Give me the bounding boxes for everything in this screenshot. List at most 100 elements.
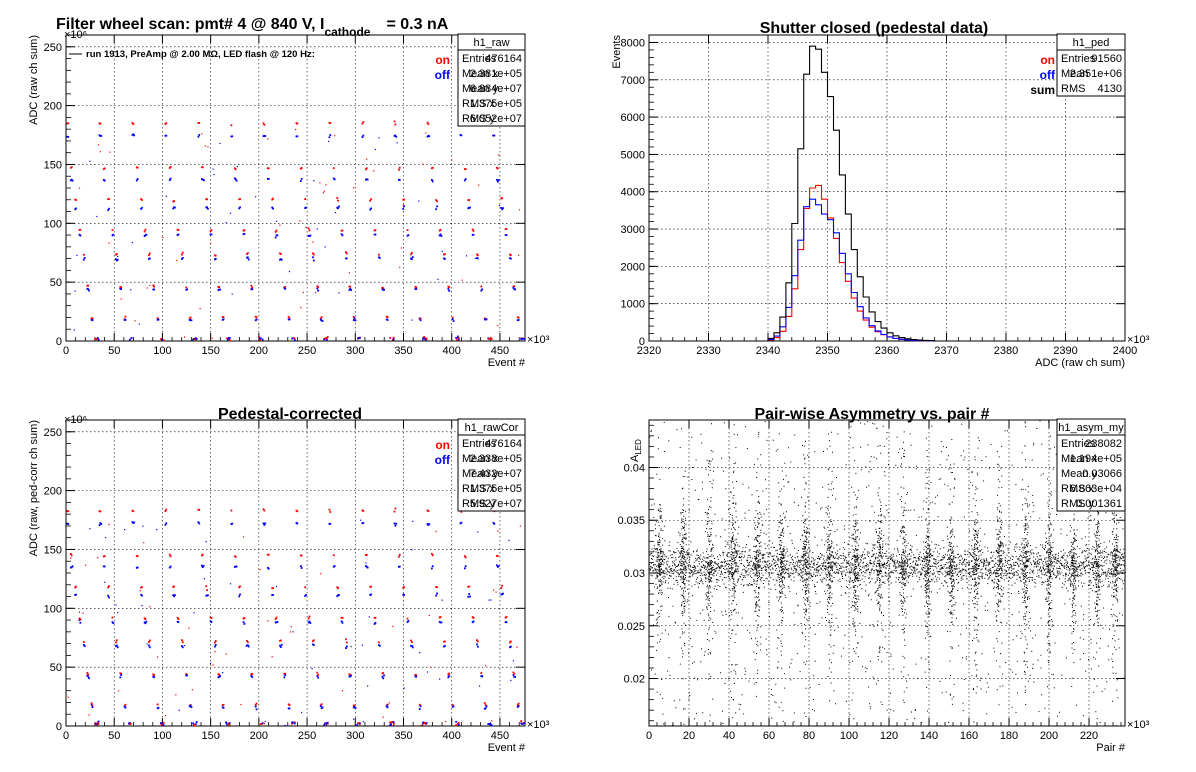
x-tick-label: 350 [394,730,412,742]
stray-point-on [430,666,432,668]
data-point-off [87,675,90,678]
data-point-on [418,703,421,706]
y-tick-label: 200 [44,486,62,498]
x-tick-label: 2330 [696,345,720,357]
data-point-on [263,509,266,512]
data-point-on [345,252,348,255]
stray-point-off [156,528,158,531]
y-tick-label: 3000 [621,224,645,236]
data-point-off [509,257,512,260]
data-point-off [436,592,438,595]
data-point-off [305,206,307,209]
stray-point-off [411,319,413,321]
data-point-off [165,134,168,137]
stats-box-frame [457,33,526,127]
data-point-off [177,233,180,236]
y-tick-label: 50 [50,277,62,289]
stray-point-off [510,679,512,681]
stats-row-value: 2.351e+06 [1070,68,1122,80]
data-point-off [480,289,483,292]
stray-point-off [437,278,439,280]
data-point-on [423,336,425,338]
stray-point-off [508,539,510,541]
data-point-off [112,233,115,236]
data-point-off [116,258,119,261]
data-point-on [468,585,471,588]
data-point-off [305,594,307,596]
data-point-off [207,207,209,210]
stats-row-label: RMS x [1061,483,1095,495]
stray-point-on [175,694,177,696]
data-point-on [464,556,467,559]
data-point-off [250,674,253,677]
data-point-on [168,167,171,169]
x-tick-label: 2360 [875,345,899,357]
data-point-off [438,234,441,237]
stray-point-on [157,656,159,658]
data-point-off [115,644,118,647]
y-tick-label: 100 [44,218,62,230]
data-point-off [107,594,110,597]
data-point-off [309,234,312,237]
data-point-on [168,553,171,556]
data-point-on [296,122,299,125]
data-point-off [394,134,397,137]
stray-point-on [108,523,110,526]
y-tick-label: 0 [56,721,62,733]
stray-point-on [84,564,87,566]
data-point-off [88,289,90,292]
data-point-off [415,288,418,290]
x-tick-label: 2350 [815,345,839,357]
data-point-off [264,135,267,137]
data-point-on [181,251,184,254]
data-point-off [489,723,492,726]
run-annotation: run 1913, PreAmp @ 2.00 MΩ, LED flash @ … [86,49,315,60]
data-point-off [407,234,410,237]
legend-entry-on: on [1040,53,1055,67]
x-tick-label: 250 [298,730,316,742]
stray-point-off [219,142,221,145]
data-point-on [181,639,183,642]
stray-point-on [305,226,307,228]
data-point-off [239,593,241,596]
data-point-on [457,337,460,340]
data-point-on [496,555,499,557]
stats-row-label: Entries [1061,53,1096,65]
y-tick-label: 0.04 [624,462,645,474]
data-point-off [443,645,446,647]
data-point-off [435,208,438,211]
data-point-off [369,208,372,211]
stray-point-on [207,146,209,148]
data-point-on [410,251,413,254]
stray-point-on [497,530,499,532]
data-point-off [490,724,493,727]
data-point-on [370,198,372,201]
stray-point-on [425,132,427,134]
data-point-on [132,510,135,513]
stats-row-label: Mean y [1061,468,1098,480]
data-point-on [136,555,139,558]
data-point-on [501,197,504,200]
data-point-on [439,616,442,618]
stray-point-off [183,644,186,647]
data-point-off [395,135,398,138]
stray-point-off [225,222,227,224]
data-point-off [128,338,131,341]
data-point-off [333,178,336,181]
stray-point-off [488,599,490,601]
data-point-on [162,721,165,724]
stray-point-off [441,250,443,253]
data-point-off [174,594,176,597]
data-point-on [513,285,516,288]
stray-point-off [441,599,443,601]
data-point-on [87,284,90,287]
data-point-off [195,338,198,340]
y-axis-multiplier: ×10⁶ [64,29,87,41]
stray-point-off [193,612,195,614]
data-point-off [394,524,397,527]
x-tick-label: 450 [491,730,509,742]
data-point-on [222,703,225,706]
stats-row-label: Mean x [462,453,499,465]
data-point-on [460,510,463,513]
